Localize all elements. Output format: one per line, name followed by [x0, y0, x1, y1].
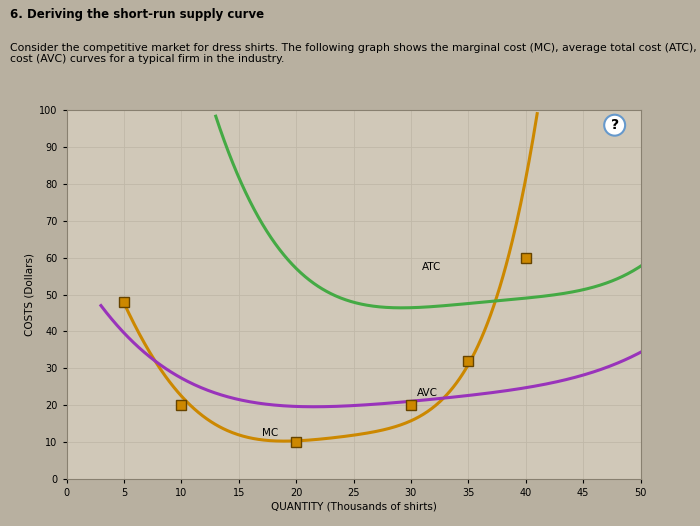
Text: 6. Deriving the short-run supply curve: 6. Deriving the short-run supply curve	[10, 7, 265, 21]
Text: ATC: ATC	[422, 262, 442, 272]
X-axis label: QUANTITY (Thousands of shirts): QUANTITY (Thousands of shirts)	[271, 502, 436, 512]
Y-axis label: COSTS (Dollars): COSTS (Dollars)	[25, 253, 35, 336]
Text: AVC: AVC	[416, 388, 438, 398]
Text: MC: MC	[262, 428, 278, 438]
Text: Consider the competitive market for dress shirts. The following graph shows the : Consider the competitive market for dres…	[10, 43, 700, 64]
Text: ?: ?	[610, 118, 619, 132]
